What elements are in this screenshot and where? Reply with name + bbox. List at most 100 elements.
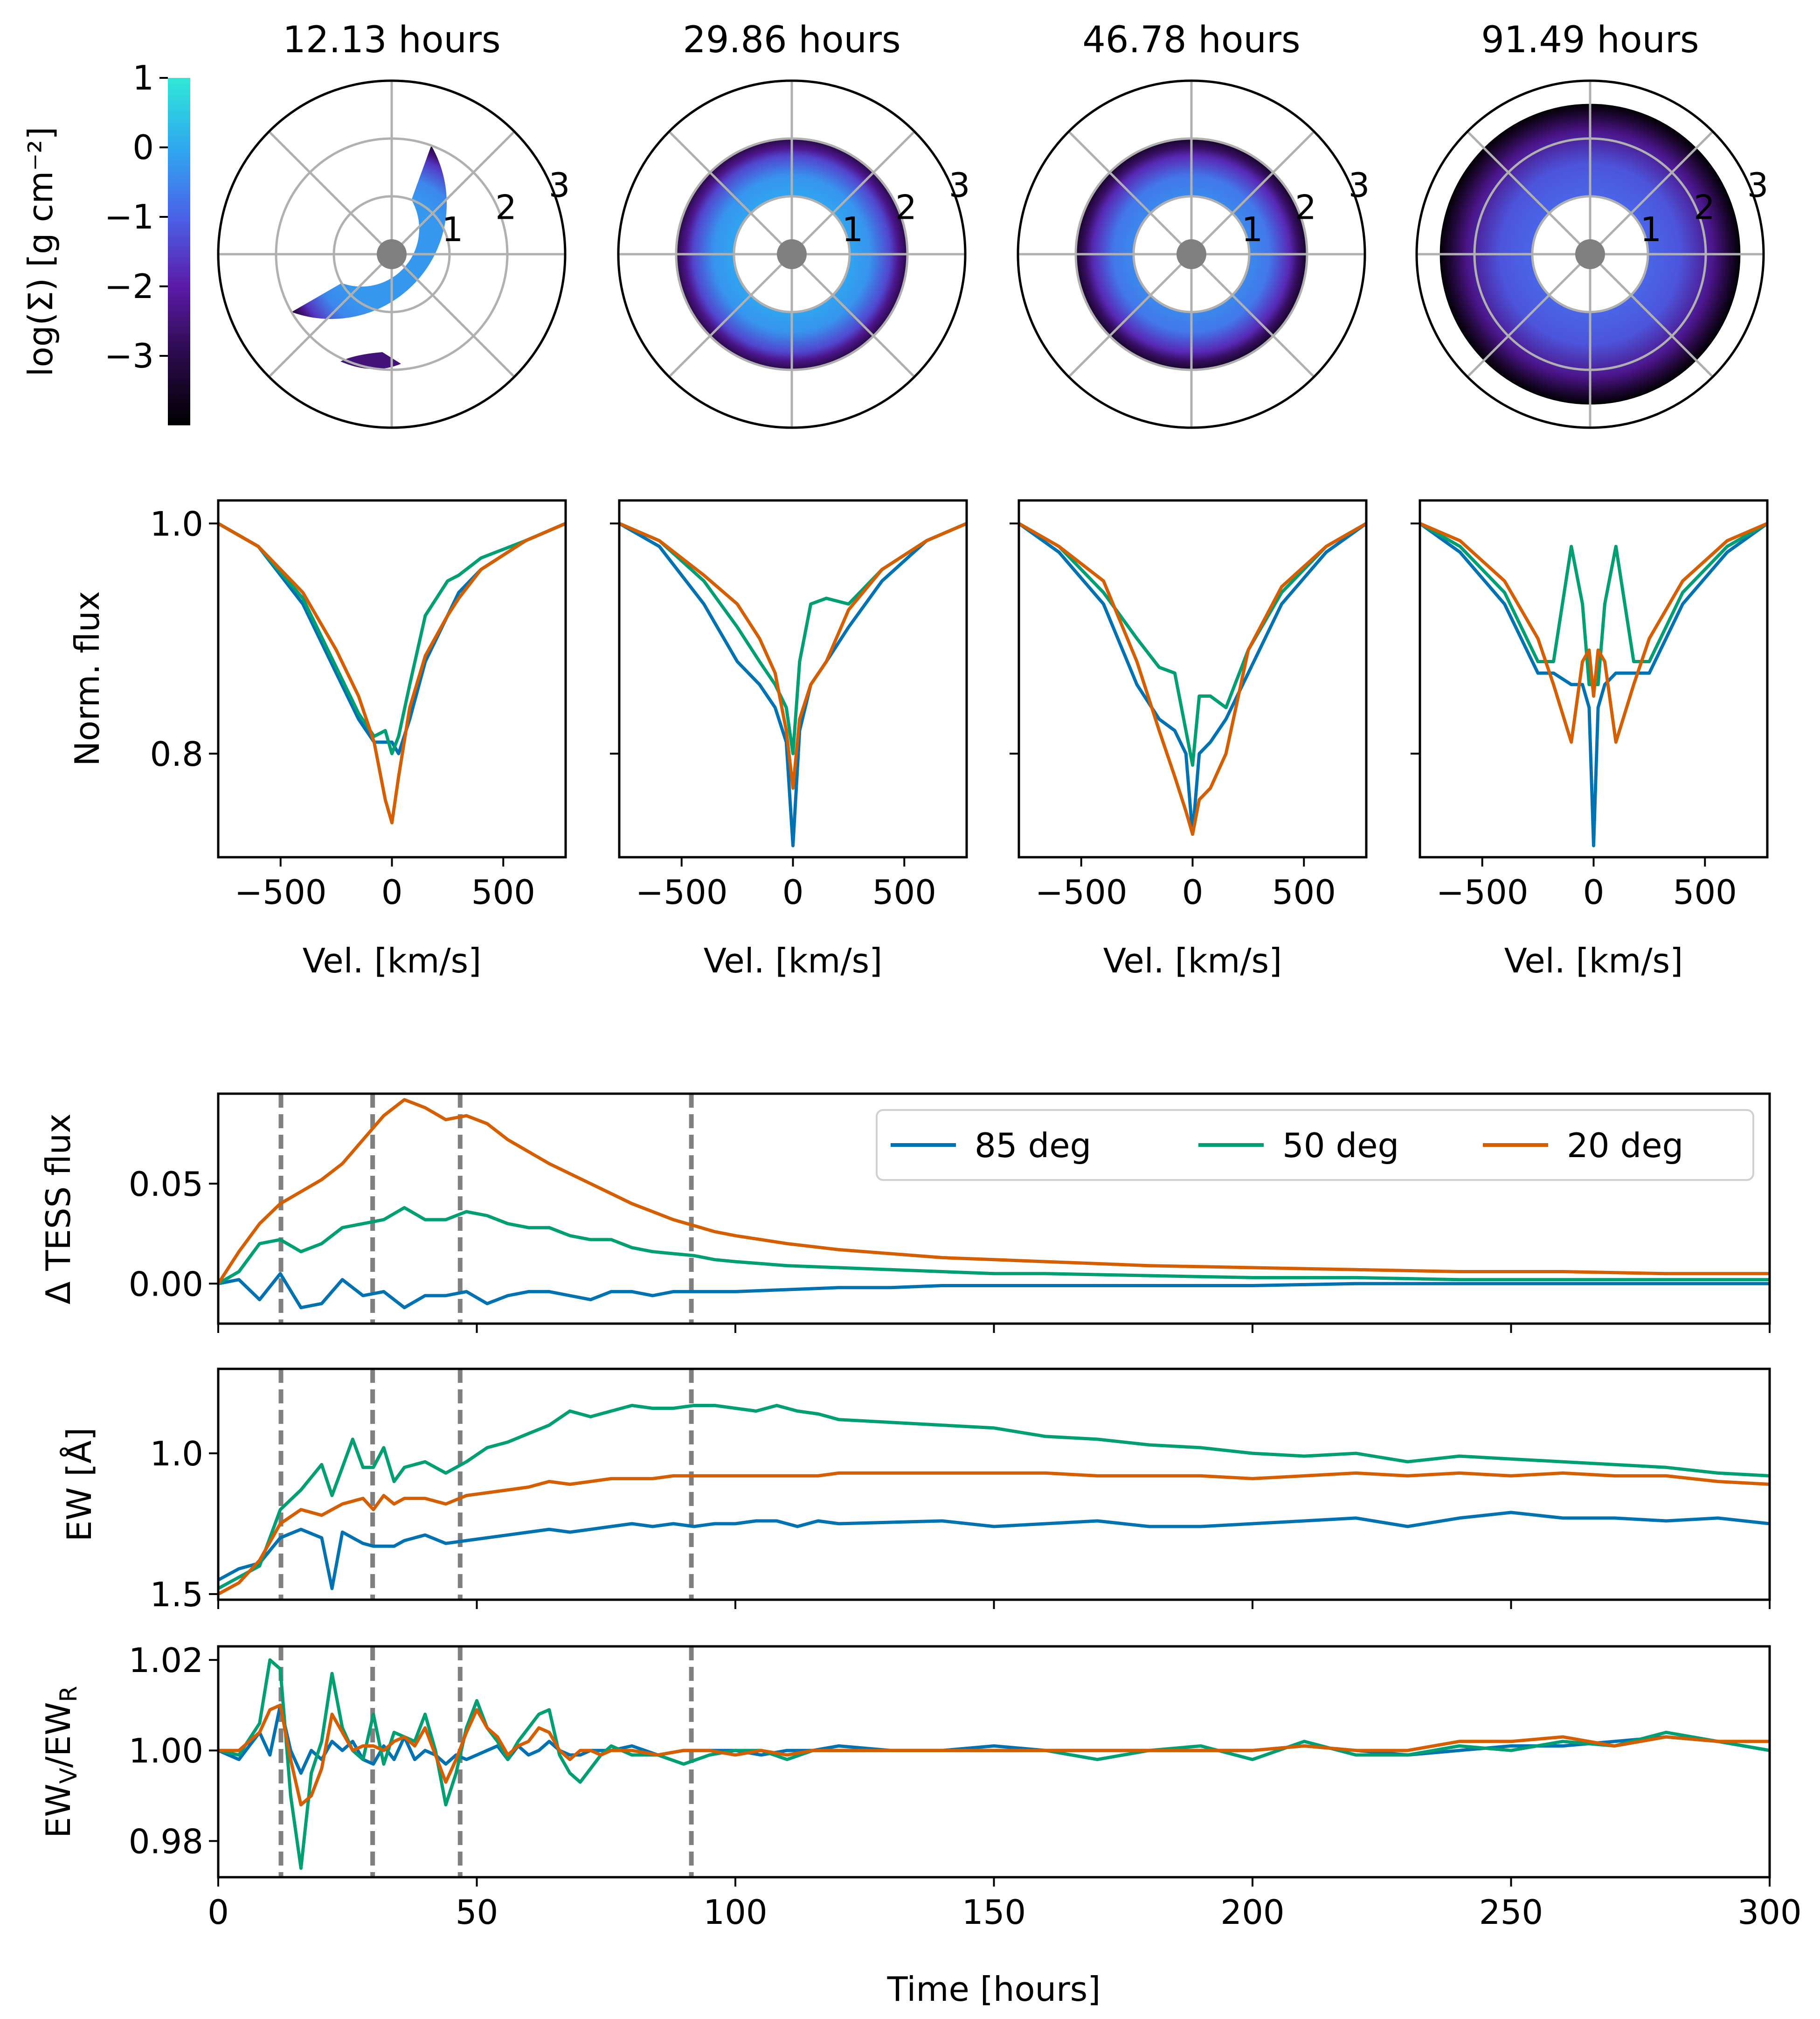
disk-density-1 — [291, 145, 447, 319]
radial-tick-label: 1 — [1640, 210, 1662, 249]
radial-tick-label: 1 — [442, 210, 464, 249]
ew-line-85-deg — [218, 1511, 1770, 1590]
radial-tick-label: 2 — [1295, 187, 1316, 227]
colorbar-gradient — [168, 78, 190, 425]
ratio-line-50-deg — [218, 1658, 1770, 1870]
profile-line-20-deg — [1019, 522, 1366, 836]
profile-line-50-deg — [1019, 522, 1366, 767]
profile-line-20-deg — [218, 522, 566, 825]
polar-title-4: 91.49 hours — [1481, 19, 1699, 61]
polar-title-3: 46.78 hours — [1082, 19, 1300, 61]
radial-tick-label: 2 — [1694, 187, 1715, 227]
tess-line-85-deg — [218, 1272, 1770, 1310]
tess-flux-panel: 0.00 0.05 Δ TESS flux 85 deg 50 deg 20 deg — [39, 1092, 1771, 1333]
x-tick-label: 500 — [471, 873, 535, 912]
polar-frame — [1017, 79, 1366, 429]
x-tick-label: −500 — [636, 873, 728, 912]
profile-panel-2: −500 0 500 Vel. [km/s] — [610, 499, 968, 980]
profile-panel-1: −500 0 500 0.8 1.0 Vel. [km/s] — [150, 499, 567, 980]
y-tick-label: 0.8 — [150, 735, 203, 774]
profile-frame — [618, 499, 968, 859]
profile-line-20-deg — [1420, 522, 1767, 744]
ew-line-20-deg — [218, 1471, 1770, 1596]
profile-line-50-deg — [1420, 522, 1767, 687]
profile-panel-4: −500 0 500 Vel. [km/s] — [1411, 499, 1769, 980]
profile-line-20-deg — [619, 522, 967, 790]
central-star — [1575, 239, 1605, 269]
x-tick-label: 0 — [1182, 873, 1204, 912]
tess-ylabel: Δ TESS flux — [39, 1113, 78, 1304]
y-tick-label: 1.02 — [129, 1641, 203, 1680]
polar-title-1: 12.13 hours — [283, 19, 500, 61]
profile-xlabel: Vel. [km/s] — [1504, 941, 1683, 980]
angular-gridline — [668, 131, 793, 255]
ew-ylabel: EW [Å] — [60, 1427, 99, 1541]
line-profile-row: −500 0 500 0.8 1.0 Vel. [km/s] −500 0 500 Vel. [k… — [68, 499, 1769, 980]
x-tick-label: 0 — [782, 873, 804, 912]
colorbar-tick-label: −2 — [104, 267, 154, 306]
density-colorbar: 1 0 −1 −2 −3 log(Σ) [g cm⁻²] — [21, 58, 190, 425]
x-tick-label: 500 — [1272, 873, 1336, 912]
angular-gridline — [1467, 253, 1591, 378]
time-xlabel: Time [hours] — [887, 1970, 1101, 2009]
y-tick-label: 0.98 — [129, 1822, 203, 1861]
x-tick-label: 300 — [1737, 1893, 1801, 1932]
x-tick-label: 0 — [1583, 873, 1605, 912]
x-tick-label: 250 — [1479, 1893, 1543, 1932]
polar-frame — [617, 79, 967, 429]
legend-label-20-deg: 20 deg — [1567, 1126, 1683, 1165]
polar-panel-3: 46.78 hours 123 — [1017, 19, 1370, 429]
x-tick-label: −500 — [1436, 873, 1529, 912]
radial-tick-label: 1 — [842, 210, 864, 249]
x-tick-label: 200 — [1220, 1893, 1284, 1932]
colorbar-tick-label: −1 — [104, 197, 154, 236]
colorbar-tick-label: 0 — [132, 128, 154, 167]
x-tick-label: 100 — [703, 1893, 767, 1932]
polar-frame — [1415, 79, 1765, 429]
x-tick-label: 150 — [962, 1893, 1026, 1932]
y-tick-label: 0.05 — [129, 1165, 203, 1204]
profile-panel-3: −500 0 500 Vel. [km/s] — [1010, 499, 1368, 980]
equivalent-width-panel: 1.5 1.0 EW [Å] — [60, 1367, 1771, 1614]
angular-gridline — [1190, 253, 1315, 378]
ratio-frame — [217, 1645, 1771, 1879]
angular-gridline — [668, 253, 793, 378]
profile-line-85-deg — [1420, 522, 1767, 847]
y-tick-label: 1.0 — [150, 504, 203, 543]
colorbar-tick-label: −3 — [104, 336, 154, 375]
polar-panel-1: 12.13 hours 123 — [217, 19, 570, 429]
x-tick-label: −500 — [1035, 873, 1128, 912]
x-tick-label: 50 — [456, 1893, 498, 1932]
y-tick-label: 1.0 — [150, 1434, 203, 1473]
profile-xlabel: Vel. [km/s] — [1103, 941, 1282, 980]
x-tick-label: 0 — [208, 1893, 229, 1932]
polar-panel-2: 29.86 hours 123 — [617, 19, 970, 429]
angular-gridline — [391, 253, 515, 378]
angular-gridline — [791, 131, 915, 255]
tess-line-50-deg — [218, 1206, 1770, 1285]
profile-frame — [217, 499, 567, 859]
angular-gridline — [791, 253, 915, 378]
central-star — [377, 239, 407, 269]
profile-line-85-deg — [619, 522, 967, 847]
ratio-ylabel: EWV/EWR — [39, 1686, 82, 1839]
radial-tick-label: 1 — [1242, 210, 1263, 249]
angular-gridline — [1068, 131, 1192, 255]
angular-gridline — [1589, 131, 1714, 255]
ew-frame — [217, 1367, 1771, 1601]
tess-line-20-deg — [218, 1098, 1770, 1285]
angular-gridline — [268, 131, 393, 255]
radial-tick-label: 3 — [1747, 166, 1769, 205]
x-tick-label: 0 — [381, 873, 403, 912]
profile-xlabel: Vel. [km/s] — [704, 941, 883, 980]
profile-line-50-deg — [218, 522, 566, 756]
profile-line-50-deg — [619, 522, 967, 756]
profile-xlabel: Vel. [km/s] — [303, 941, 482, 980]
y-tick-label: 1.00 — [129, 1731, 203, 1770]
polar-frame — [217, 79, 567, 429]
radial-tick-label: 3 — [1349, 166, 1370, 205]
y-tick-label: 1.5 — [150, 1575, 203, 1614]
ew-ratio-panel: 0 50 100 150 200 250 300 0.98 1.00 1.02 EWV/EWR Tim… — [39, 1641, 1802, 2009]
